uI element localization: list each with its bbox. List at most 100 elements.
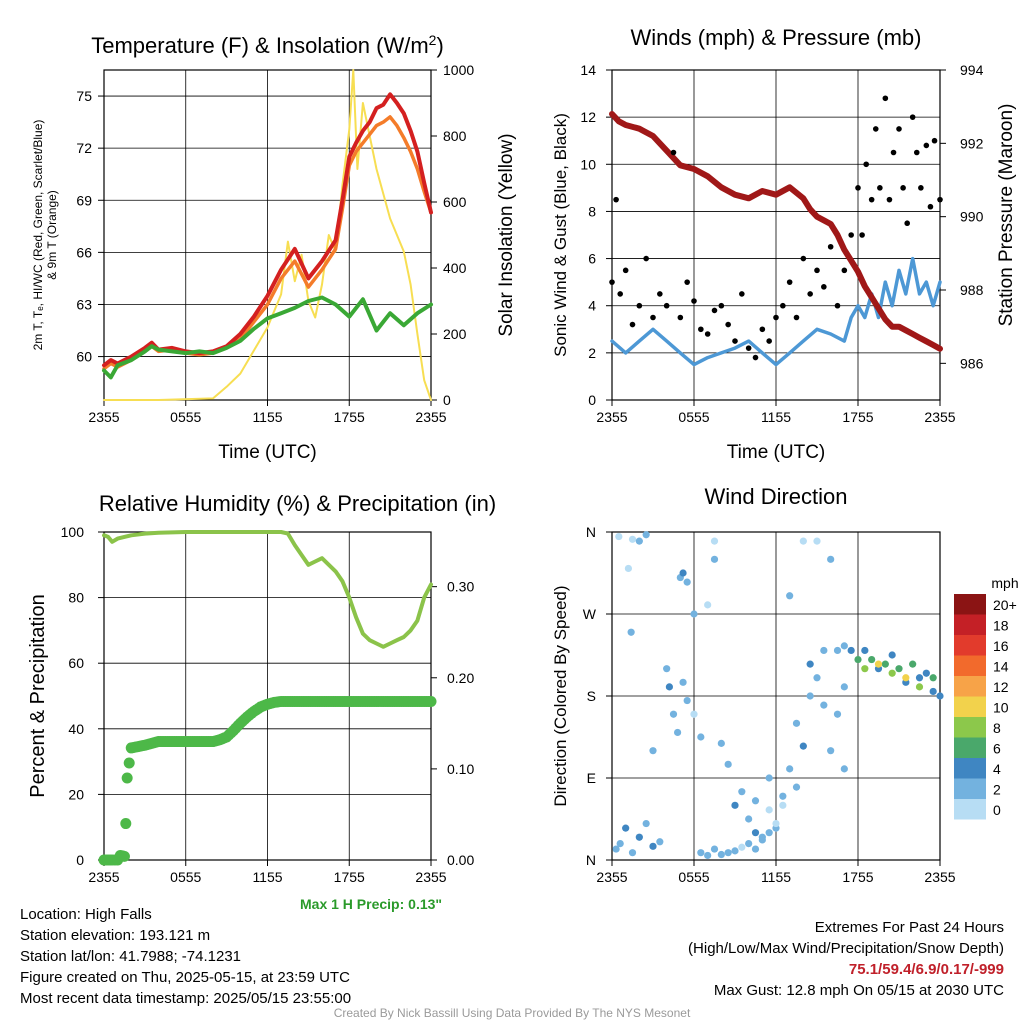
y2-tick-label: 0.10 (447, 761, 474, 777)
gust-point (882, 95, 889, 102)
gust-point (900, 185, 906, 191)
direction-point (779, 801, 787, 809)
y-tick-label: 60 (68, 655, 84, 671)
x-tick-label: 1755 (842, 409, 873, 425)
gust-point (886, 196, 893, 203)
series-pressure (609, 111, 943, 352)
legend-label: 8 (993, 720, 1001, 736)
y-axis-label: Percent & Precipitation (27, 594, 49, 797)
legend-label: 0 (993, 802, 1001, 818)
chart-title: Wind Direction (704, 484, 847, 509)
gust-point (650, 314, 656, 321)
direction-point (679, 569, 687, 577)
gust-point (927, 203, 934, 210)
x-axis-label: Time (UTC) (727, 442, 826, 463)
y-tick-label: 60 (76, 349, 92, 365)
gust-point (793, 314, 800, 321)
y-axis-label: Direction (Colored By Speed) (551, 585, 570, 806)
legend-label: 4 (993, 761, 1001, 777)
y2-tick-label: 990 (960, 209, 984, 225)
direction-point (717, 739, 725, 747)
direction-point (868, 655, 876, 664)
direction-point (697, 849, 705, 857)
direction-point (813, 674, 821, 682)
y-tick-label: S (587, 688, 596, 704)
series-wind (610, 256, 942, 367)
gust-point (622, 267, 629, 274)
y2-tick-label: 986 (960, 355, 984, 371)
x-tick-label: 1155 (252, 869, 282, 885)
x-tick-label: 2355 (415, 869, 446, 885)
legend-swatch (954, 737, 986, 758)
x-tick-label: 2355 (596, 409, 627, 425)
direction-point (690, 710, 698, 718)
gust-point (890, 149, 897, 156)
direction-point (854, 655, 862, 664)
direction-point (656, 838, 664, 846)
chart-title: Temperature (F) & Insolation (W/m2) (91, 32, 444, 58)
direction-point (745, 815, 753, 823)
direction-point (888, 651, 896, 659)
gust-point (821, 284, 827, 290)
figure-created: Figure created on Thu, 2025-05-15, at 23… (20, 969, 350, 986)
gust-point (937, 196, 943, 203)
direction-point (663, 665, 671, 673)
gust-point (745, 345, 752, 351)
direction-point (674, 728, 682, 737)
gust-point (904, 220, 910, 227)
direction-point (669, 710, 678, 718)
gust-point (636, 302, 643, 309)
legend-title: mph (991, 575, 1018, 591)
direction-point (622, 824, 630, 832)
y2-tick-label: 0.20 (447, 670, 474, 686)
direction-point (758, 836, 766, 844)
direction-point (772, 819, 780, 828)
x-tick-label: 0555 (170, 869, 201, 885)
direction-point (806, 692, 814, 700)
legend-swatch (954, 758, 986, 779)
x-tick-label: 2355 (596, 869, 627, 885)
direction-point (697, 733, 705, 741)
x-tick-label: 2355 (88, 869, 119, 885)
gust-point (814, 267, 820, 274)
precip-point (121, 772, 133, 784)
gust-point (670, 149, 677, 156)
direction-point (840, 683, 848, 691)
y-tick-label: 12 (580, 109, 596, 125)
direction-point (888, 669, 896, 677)
gust-point (834, 302, 841, 309)
gust-point (629, 321, 636, 328)
gust-point (872, 126, 879, 132)
x-tick-label: 1155 (252, 409, 282, 425)
direction-point (679, 678, 687, 686)
gust-point (786, 279, 793, 285)
legend-label: 20+ (993, 597, 1017, 613)
gust-point (913, 149, 920, 156)
legend-label: 2 (993, 782, 1001, 798)
gust-point (780, 302, 786, 309)
direction-point (792, 719, 801, 727)
y-tick-label: 10 (580, 156, 596, 172)
legend-swatch (954, 676, 986, 697)
direction-point (642, 531, 650, 539)
direction-point (909, 660, 917, 668)
y2-tick-label: 988 (960, 282, 984, 298)
gust-point (859, 232, 865, 238)
x-tick-label: 1155 (761, 869, 791, 885)
y2-tick-label: 800 (443, 128, 467, 144)
gust-point (877, 185, 883, 191)
direction-point (847, 646, 855, 655)
direction-point (745, 840, 753, 848)
precip-point (123, 757, 135, 769)
y-tick-label: E (587, 770, 596, 786)
x-tick-label: 2355 (88, 409, 119, 425)
direction-point (635, 537, 643, 545)
gust-point (931, 137, 938, 144)
x-tick-label: 1755 (842, 869, 873, 885)
gust-point (704, 331, 711, 337)
y2-tick-label: 400 (443, 260, 467, 276)
gust-point (848, 232, 854, 238)
legend-swatch (954, 635, 986, 656)
gust-point (855, 185, 861, 191)
y2-axis-label: Solar Insolation (Yellow) (496, 133, 517, 336)
